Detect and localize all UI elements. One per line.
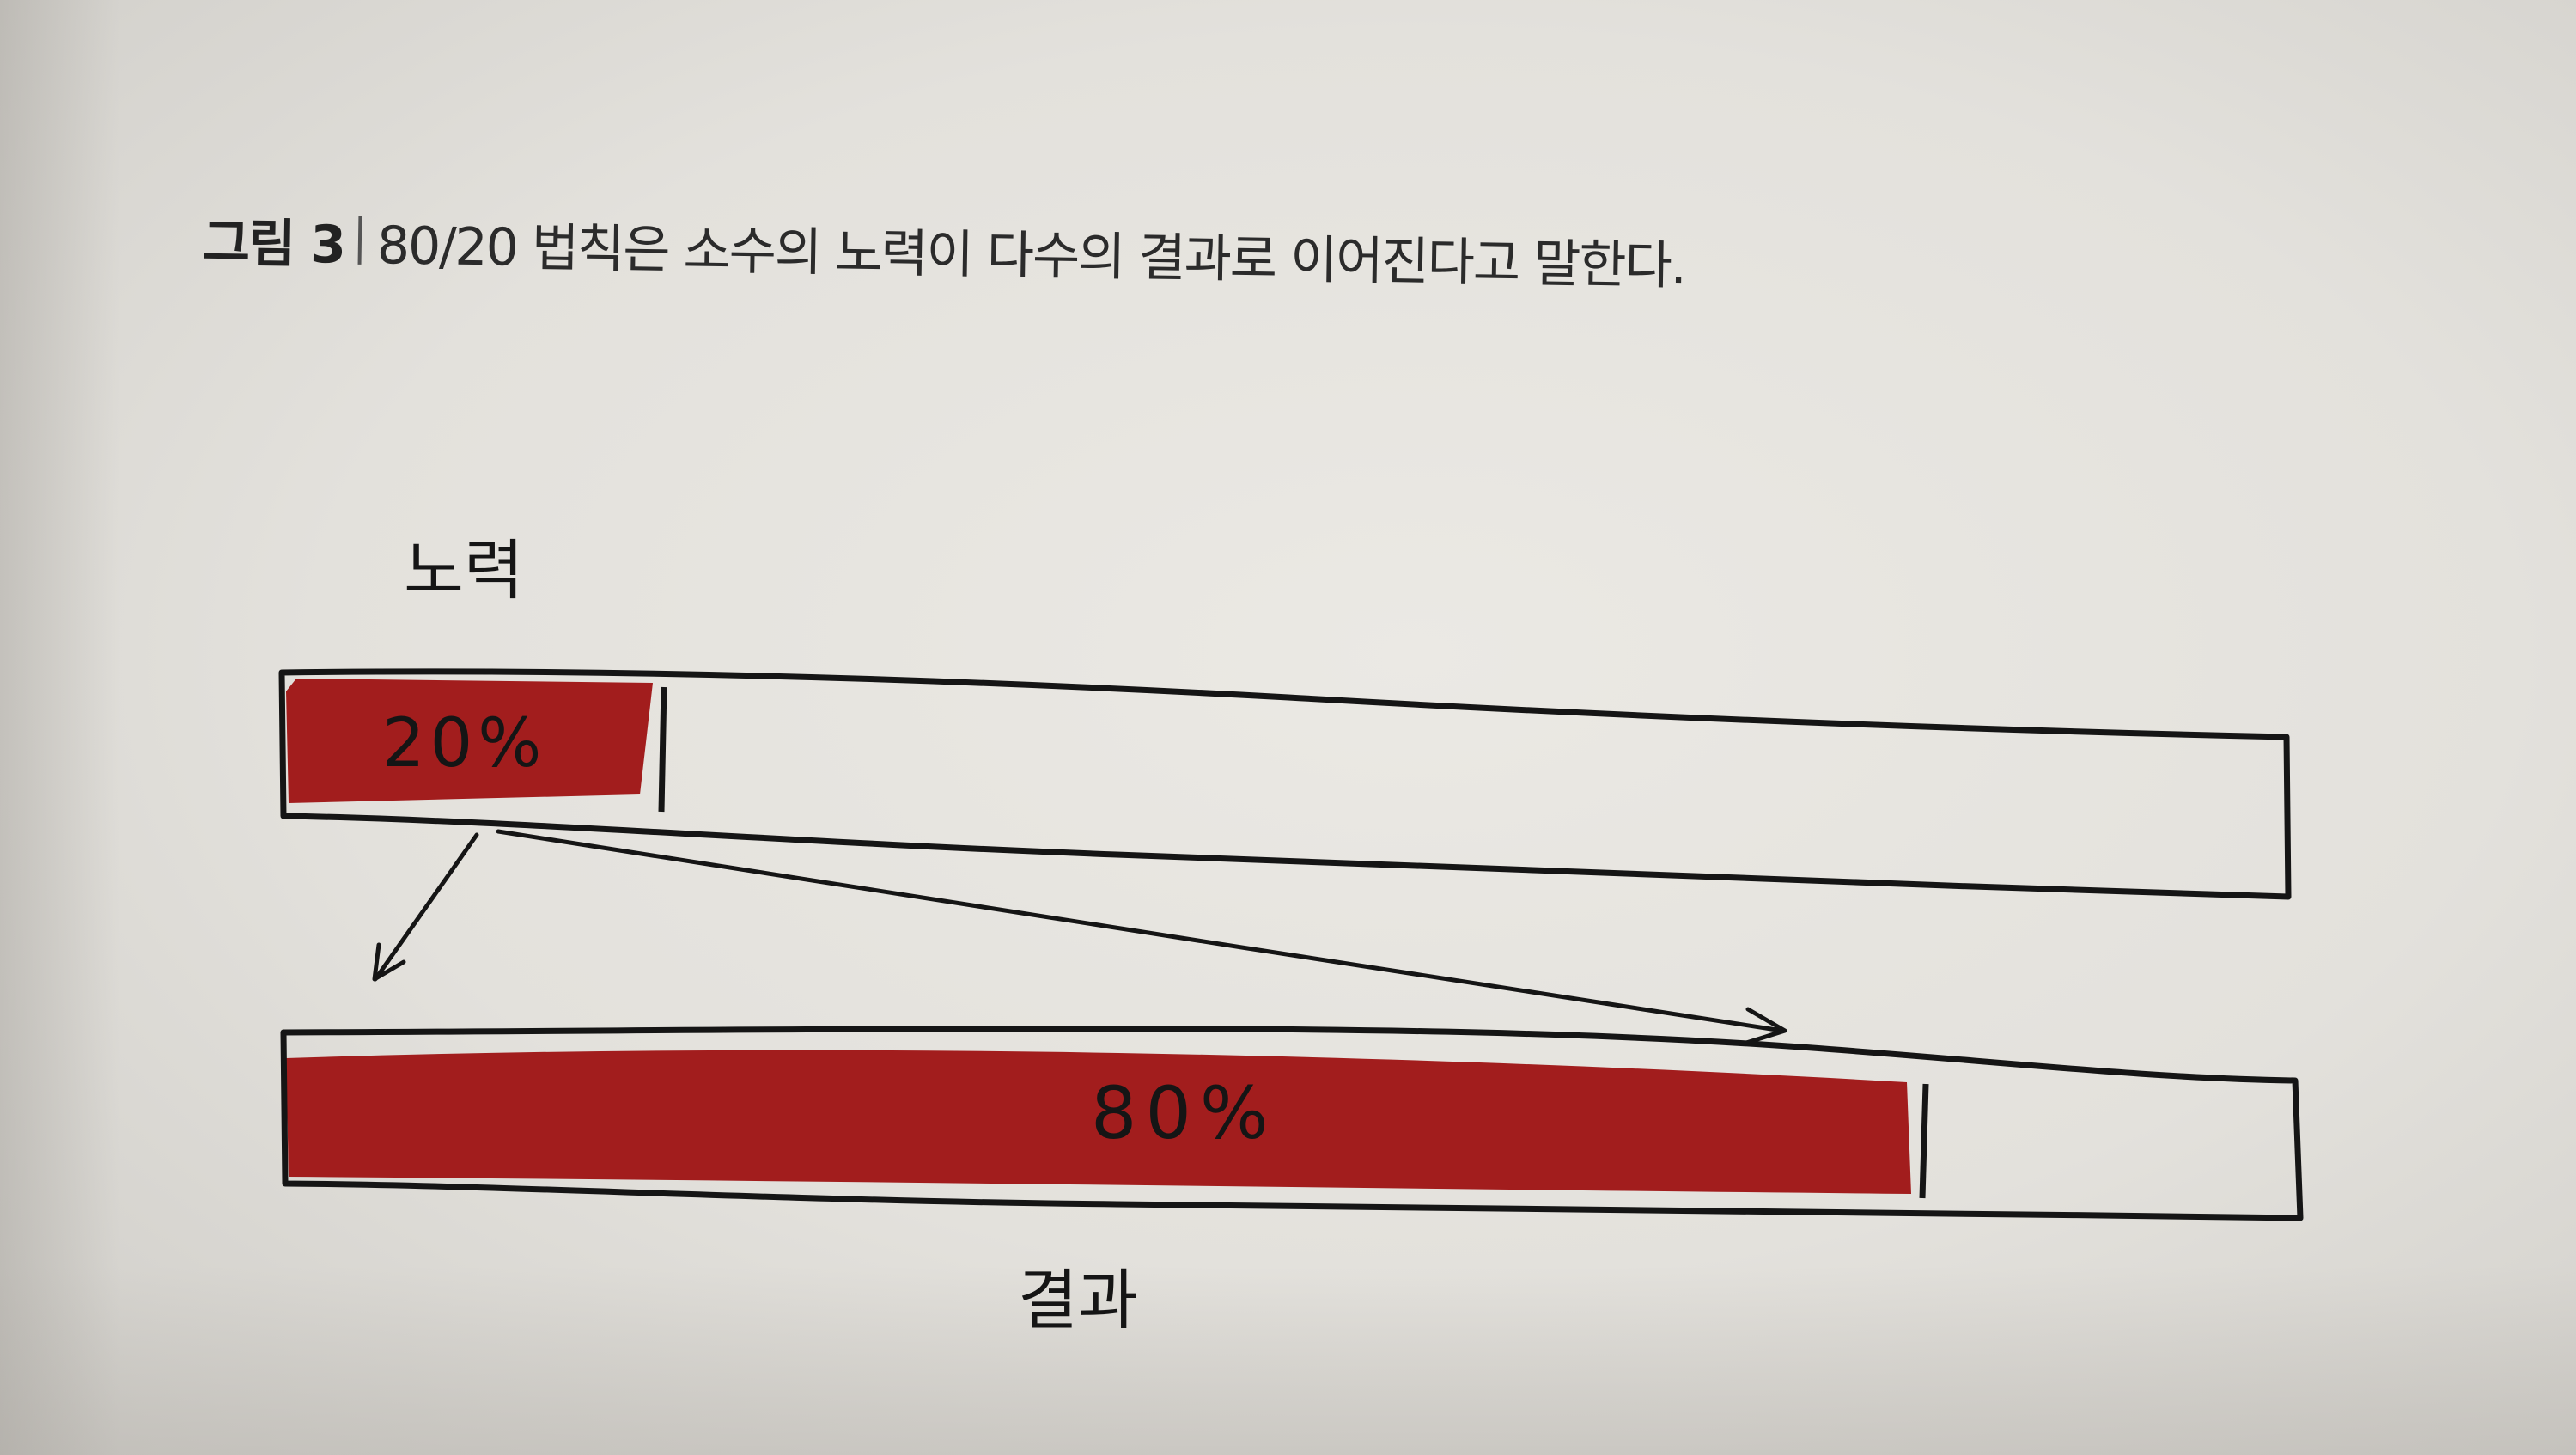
result-fill — [286, 1050, 1911, 1194]
result-bar: 80% — [280, 1025, 2304, 1221]
page-shadow-bottom — [0, 1266, 2576, 1455]
result-label: 결과 — [1018, 1262, 1138, 1338]
effort-fill — [286, 679, 653, 803]
result-outline — [280, 1025, 2304, 1221]
effort-divider — [658, 686, 667, 813]
result-percent: 80% — [1091, 1071, 1277, 1155]
arrow-down-head — [372, 942, 406, 982]
result-divider — [1919, 1083, 1929, 1199]
arrows — [372, 829, 1787, 1046]
effort-bar: 20% — [278, 668, 2292, 900]
page-shadow-left — [0, 0, 120, 1455]
arrow-down — [373, 832, 479, 982]
effort-label: 노력 — [404, 532, 524, 608]
effort-percent: 20% — [382, 705, 546, 782]
effort-outline — [278, 668, 2292, 900]
arrow-right — [496, 829, 1785, 1033]
